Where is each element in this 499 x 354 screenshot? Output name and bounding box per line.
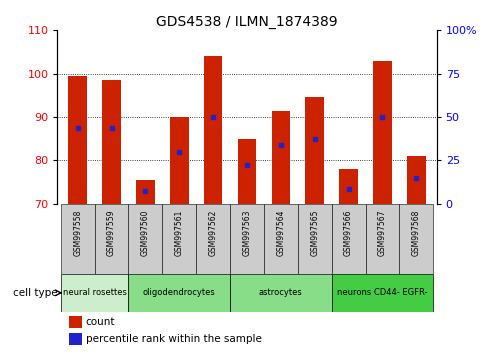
Bar — [339, 169, 358, 204]
Text: GSM997559: GSM997559 — [107, 210, 116, 256]
Bar — [298, 204, 332, 274]
Text: GSM997565: GSM997565 — [310, 210, 319, 256]
Text: count: count — [86, 317, 115, 327]
Bar — [136, 180, 155, 204]
Bar — [69, 333, 82, 345]
Bar — [129, 274, 230, 312]
Bar — [332, 204, 365, 274]
Text: GSM997560: GSM997560 — [141, 210, 150, 256]
Text: GSM997562: GSM997562 — [209, 210, 218, 256]
Bar — [196, 204, 230, 274]
Bar — [170, 117, 189, 204]
Text: GSM997564: GSM997564 — [276, 210, 285, 256]
Bar — [238, 139, 256, 204]
Bar — [61, 274, 129, 312]
Text: GSM997558: GSM997558 — [73, 210, 82, 256]
Text: percentile rank within the sample: percentile rank within the sample — [86, 334, 261, 344]
Text: GSM997567: GSM997567 — [378, 210, 387, 256]
Text: GSM997561: GSM997561 — [175, 210, 184, 256]
Bar — [399, 204, 433, 274]
Bar — [102, 80, 121, 204]
Title: GDS4538 / ILMN_1874389: GDS4538 / ILMN_1874389 — [156, 15, 338, 29]
Bar — [407, 156, 426, 204]
Bar — [332, 274, 433, 312]
Text: neurons CD44- EGFR-: neurons CD44- EGFR- — [337, 288, 428, 297]
Text: oligodendrocytes: oligodendrocytes — [143, 288, 216, 297]
Text: astrocytes: astrocytes — [259, 288, 303, 297]
Bar — [365, 204, 399, 274]
Bar — [305, 97, 324, 204]
Bar — [230, 204, 264, 274]
Text: GSM997566: GSM997566 — [344, 210, 353, 256]
Text: cell type: cell type — [13, 288, 58, 298]
Bar — [271, 110, 290, 204]
Bar — [162, 204, 196, 274]
Bar — [204, 56, 223, 204]
Bar — [373, 61, 392, 204]
Bar — [264, 204, 298, 274]
Text: GSM997563: GSM997563 — [243, 210, 251, 256]
Bar — [61, 204, 95, 274]
Text: neural rosettes: neural rosettes — [63, 288, 127, 297]
Bar — [69, 316, 82, 328]
Text: GSM997568: GSM997568 — [412, 210, 421, 256]
Bar — [68, 76, 87, 204]
Bar — [230, 274, 332, 312]
Bar — [95, 204, 129, 274]
Bar — [129, 204, 162, 274]
